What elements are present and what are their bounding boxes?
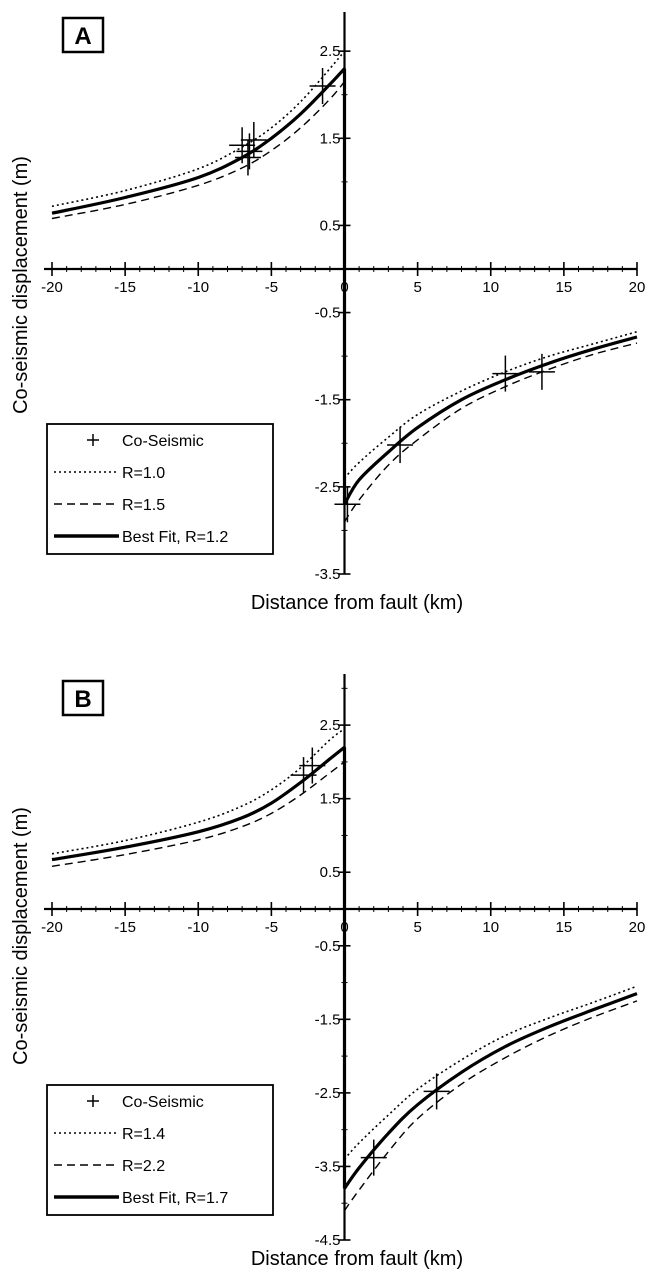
panel-a-y-tick-label: -1.5 [315,392,341,409]
panel-a-coseismic-point [309,68,336,104]
panel-b-x-tick-label: 5 [413,919,421,936]
panel-a-legend: Co-Seismic R=1.0 R=1.5 Best Fit, R=1.2 [46,423,274,555]
panel-a-x-tick-label: 20 [629,279,646,296]
panel-b-coseismic-point [360,1139,387,1176]
panel-a-markers [229,68,555,523]
panel-b-markers [290,747,450,1176]
panel-b-legend-entry: Co-Seismic [87,1094,204,1111]
panel-b-legend-label: R=2.2 [122,1158,165,1175]
panel-b-series-solid-left [51,745,346,862]
panel-b: B -20-15-10-5051015202.51.50.5-0.5-1.5-2… [10,674,645,1270]
panel-b-x-tick-label: 15 [556,919,573,936]
panel-a-y-tick-label: 2.5 [320,43,341,60]
panel-a-legend-label: Co-Seismic [122,433,204,450]
panel-a-legend-entry: Best Fit, R=1.2 [54,529,228,546]
panel-b-legend-entry: R=1.4 [54,1126,165,1143]
panel-b-legend-label: Best Fit, R=1.7 [122,1190,228,1207]
panel-a-coseismic-point [492,355,519,392]
panel-a-x-tick-label: -10 [187,279,209,296]
panel-a-x-tick-label: 5 [413,279,421,296]
panel-b-legend-label: R=1.4 [122,1126,165,1143]
panel-a-coseismic-point [387,427,414,464]
panel-b-curves [51,728,638,1211]
panel-b-x-tick-label: -10 [187,919,209,936]
panel-a-y-tick-label: 0.5 [320,217,341,234]
panel-b-x-tick-label: 10 [482,919,499,936]
panel-b-coseismic-point [423,1073,450,1110]
panel-a-x-tick-label: 10 [482,279,499,296]
panel-b-coseismic-point [299,747,326,784]
panel-a-series-dashed-left [51,81,346,220]
panel-a-y-tick-label: -3.5 [315,566,341,583]
panel-b-legend-entry: R=2.2 [54,1158,165,1175]
panel-b-legend-box [46,1084,274,1216]
panel-a-x-axis-title: Distance from fault (km) [251,592,463,614]
panel-a-legend-entry: Co-Seismic [87,433,204,450]
panel-a-legend-entry: R=1.0 [54,465,165,482]
panel-a-coseismic-point [234,139,261,176]
panel-a-legend-label: R=1.0 [122,465,165,482]
panel-a-series-dotted-right [343,330,638,479]
panel-b-y-tick-label: -2.5 [315,1085,341,1102]
panel-a-series-solid-right [343,335,638,506]
panel-b-label: B [74,686,91,713]
panel-a-coseismic-point [528,353,555,390]
panel-a-x-tick-label: -15 [114,279,136,296]
panel-b-y-tick-label: 0.5 [320,864,341,881]
panel-a-y-tick-label: -2.5 [315,479,341,496]
panel-a-series-dashed-right [343,342,638,523]
panel-a-y-tick-label: 1.5 [320,130,341,147]
panel-b-series-dashed-left [51,761,345,867]
panel-a-label: A [74,23,91,50]
panel-a-legend-label: Best Fit, R=1.2 [122,529,228,546]
panel-b-series-dotted-left [51,728,345,855]
panel-b-x-tick-label: -15 [114,919,136,936]
panel-a-x-tick-label: -5 [265,279,278,296]
panel-b-y-tick-label: -1.5 [315,1011,341,1028]
panel-b-y-tick-label: -3.5 [315,1158,341,1175]
panel-b-x-tick-label: -20 [41,919,63,936]
panel-b-series-dashed-right [343,1000,638,1211]
panel-a-legend-label: R=1.5 [122,497,165,514]
panel-a-y-tick-label: -0.5 [315,305,341,322]
panel-b-legend-label: Co-Seismic [122,1094,204,1111]
panel-b-y-tick-label: -0.5 [315,938,341,955]
panel-a-series-solid-left [51,67,346,215]
panel-b-legend-entry: Best Fit, R=1.7 [54,1190,228,1207]
panel-a-x-tick-label: -20 [41,279,63,296]
panel-b-x-tick-label: -5 [265,919,278,936]
panel-a-x-tick-label: 15 [556,279,573,296]
panel-a-legend-entry: R=1.5 [54,497,165,514]
panel-b-x-axis-title: Distance from fault (km) [251,1248,463,1270]
panel-b-x-tick-label: 20 [629,919,646,936]
panel-b-axes: -20-15-10-5051015202.51.50.5-0.5-1.5-2.5… [41,674,645,1249]
panel-a-coseismic-point [334,486,361,523]
panel-b-y-axis-title: Co-seismic displacement (m) [10,807,32,1065]
panel-a-legend-box [46,423,274,555]
panel-a-y-axis-title: Co-seismic displacement (m) [10,156,32,414]
panel-b-y-tick-label: -4.5 [315,1232,341,1249]
panel-b-series-solid-right [343,992,638,1190]
panel-b-legend: Co-Seismic R=1.4 R=2.2 Best Fit, R=1.7 [46,1084,274,1216]
panel-b-y-tick-label: 1.5 [320,791,341,808]
panel-a-label-box [61,16,105,54]
panel-a-coseismic-point [236,133,263,170]
panel-a-coseismic-point [240,122,267,159]
panel-a: A -20-15-10-5051015202.51.50.5-0.5-1.5-2… [10,12,645,614]
panel-b-label-box [61,679,105,717]
panel-b-y-tick-label: 2.5 [320,717,341,734]
